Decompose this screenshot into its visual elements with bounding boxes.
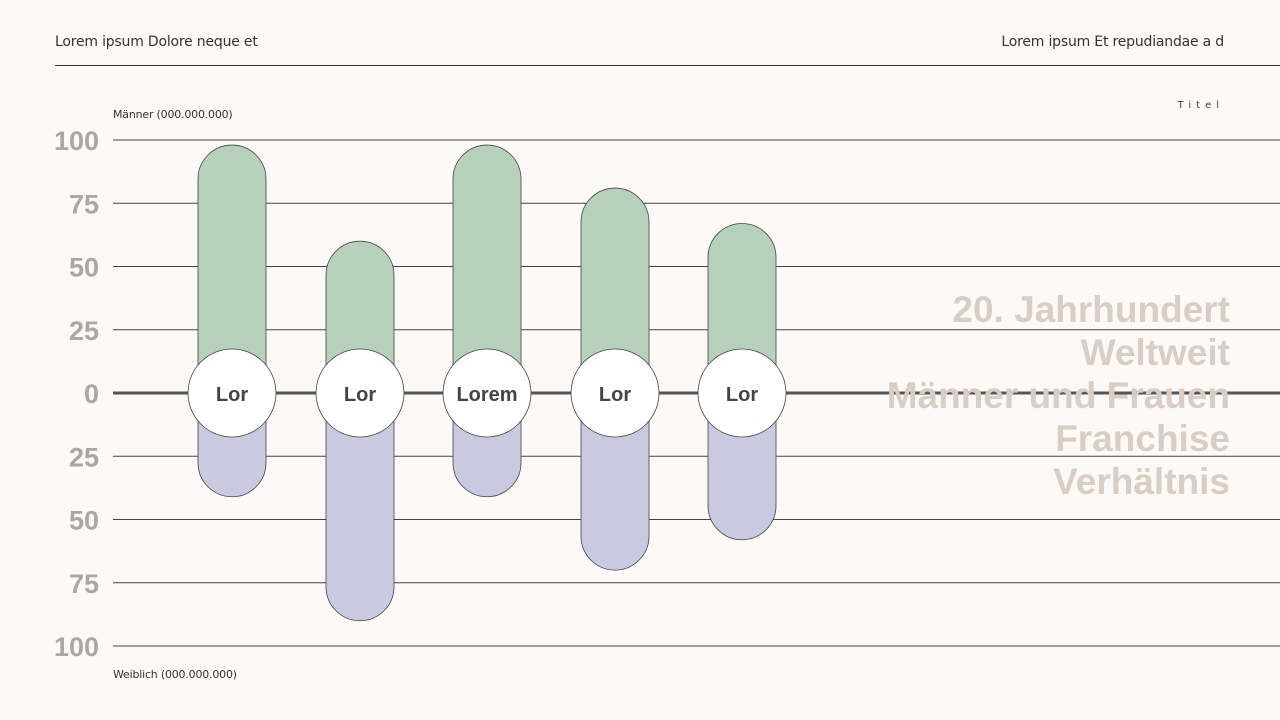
y-tick-label: 50 bbox=[69, 506, 99, 536]
category-label: Lor bbox=[344, 384, 376, 406]
side-title-line-4: Franchise bbox=[1055, 418, 1230, 459]
side-title-line-1: 20. Jahrhundert bbox=[952, 289, 1230, 330]
y-tick-label: 25 bbox=[69, 442, 99, 472]
y-tick-label: 0 bbox=[84, 379, 99, 409]
y-tick-label: 50 bbox=[69, 253, 99, 283]
category-circle bbox=[187, 348, 277, 438]
header-left-text: Lorem ipsum Dolore neque et bbox=[55, 34, 258, 50]
category-label: Lor bbox=[599, 384, 631, 406]
header-divider bbox=[55, 65, 1280, 66]
side-title-line-3: Männer und Frauen bbox=[886, 375, 1230, 416]
y-tick-label: 75 bbox=[69, 189, 99, 219]
category-circle bbox=[442, 348, 532, 438]
side-title-line-2: Weltweit bbox=[1080, 332, 1230, 373]
y-axis-label-bottom: Weiblich (000.000.000) bbox=[113, 668, 237, 681]
category-circle bbox=[697, 348, 787, 438]
category-label: Lorem bbox=[456, 384, 517, 406]
y-tick-label: 25 bbox=[69, 316, 99, 346]
y-tick-label: 75 bbox=[69, 569, 99, 599]
category-label: Lor bbox=[216, 384, 248, 406]
side-title: 20. Jahrhundert Weltweit Männer und Frau… bbox=[887, 288, 1230, 503]
category-label: Lor bbox=[726, 384, 758, 406]
title-tag: Titel bbox=[1177, 100, 1224, 111]
category-circle bbox=[570, 348, 660, 438]
y-axis-label-top: Männer (000.000.000) bbox=[113, 108, 233, 121]
side-title-line-5: Verhältnis bbox=[1053, 461, 1230, 502]
y-tick-label: 100 bbox=[54, 632, 99, 662]
category-circle bbox=[315, 348, 405, 438]
header-right-text: Lorem ipsum Et repudiandae a d bbox=[1001, 34, 1224, 50]
y-tick-label: 100 bbox=[54, 126, 99, 156]
